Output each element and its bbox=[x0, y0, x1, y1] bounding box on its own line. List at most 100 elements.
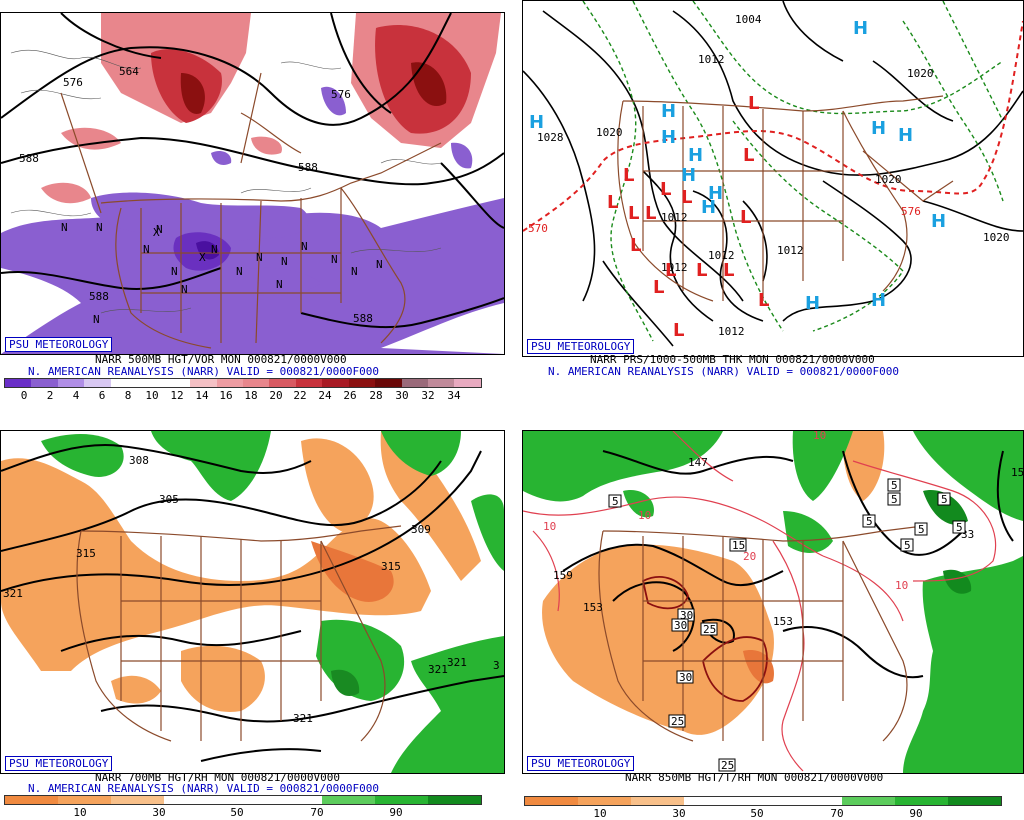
svg-text:5: 5 bbox=[956, 521, 963, 534]
map-pressure-thickness: 1004 1012 1020 1028 1020 1012 1012 1012 … bbox=[522, 0, 1024, 357]
isobar-label: 1012 bbox=[661, 261, 688, 274]
temperature-boxes: 5 5 5 5 5 5 5 15 30 30 25 30 25 25 5 bbox=[608, 478, 966, 772]
temp-box: 5 bbox=[887, 478, 901, 492]
svg-text:5: 5 bbox=[891, 479, 898, 492]
center-mark: N bbox=[96, 221, 103, 234]
panel-pressure-thickness: 1004 1012 1020 1028 1020 1012 1012 1012 … bbox=[520, 0, 1024, 405]
psu-meteorology-badge: PSU METEOROLOGY bbox=[5, 756, 113, 771]
svg-text:5: 5 bbox=[891, 493, 898, 506]
contour-label: 15 bbox=[1011, 466, 1023, 479]
map-caption-product: NARR 500MB HGT/VOR MON 000821/0000V000 bbox=[95, 353, 347, 366]
center-mark: N bbox=[156, 223, 163, 236]
low-pressure-center: L bbox=[696, 260, 707, 281]
svg-text:30: 30 bbox=[679, 671, 692, 684]
thickness-red-contours bbox=[523, 20, 1023, 232]
low-pressure-centers: L L L L L L L L L L L L L L L L bbox=[607, 93, 769, 341]
svg-text:5: 5 bbox=[941, 493, 948, 506]
contour-label: 588 bbox=[353, 312, 373, 325]
low-pressure-center: L bbox=[665, 260, 676, 281]
rh-moist-fills bbox=[41, 431, 504, 773]
contour-label: 588 bbox=[19, 152, 39, 165]
temperature-dark-contours bbox=[641, 576, 768, 702]
vorticity-colorbar-ticks: 0 2 4 6 8 10 12 14 16 18 20 22 24 26 28 … bbox=[4, 390, 482, 402]
contour-label: 305 bbox=[159, 493, 179, 506]
map-caption-valid: N. AMERICAN REANALYSIS (NARR) VALID = 00… bbox=[548, 365, 899, 378]
low-pressure-center: L bbox=[743, 145, 754, 166]
contour-label: 10 bbox=[638, 509, 651, 522]
vorticity-colorbar bbox=[4, 378, 482, 388]
temp-box: 25 bbox=[668, 714, 686, 728]
center-mark: X bbox=[153, 226, 160, 239]
center-mark: N bbox=[331, 253, 338, 266]
colorbar-tick: 32 bbox=[421, 389, 435, 402]
high-pressure-center: H bbox=[529, 112, 544, 133]
colorbar-tick: 50 bbox=[750, 807, 764, 820]
contour-label: 20 bbox=[743, 550, 756, 563]
thickness-label: 570 bbox=[528, 222, 548, 235]
psu-meteorology-badge: PSU METEOROLOGY bbox=[527, 339, 635, 354]
center-mark: N bbox=[211, 243, 218, 256]
temperature-pink-contours bbox=[523, 431, 997, 772]
center-mark: X bbox=[199, 251, 206, 264]
high-pressure-center: H bbox=[661, 101, 676, 122]
colorbar-tick: 90 bbox=[389, 806, 403, 819]
center-mark: N bbox=[276, 278, 283, 291]
contour-label: 315 bbox=[381, 560, 401, 573]
contour-label: 588 bbox=[89, 290, 109, 303]
political-boundaries bbox=[598, 525, 924, 742]
colorbar-tick: 70 bbox=[830, 807, 844, 820]
colorbar-tick: 12 bbox=[170, 389, 184, 402]
center-mark: N bbox=[181, 283, 188, 296]
isobar-label: 1020 bbox=[983, 231, 1010, 244]
vorticity-map-svg: 576 564 588 576 588 588 588 N N N N N N … bbox=[1, 13, 504, 354]
contour-label: 10 bbox=[895, 579, 908, 592]
psu-meteorology-badge: PSU METEOROLOGY bbox=[527, 756, 635, 771]
temp-box: 30 bbox=[671, 618, 689, 632]
temp-box: 5 bbox=[952, 520, 966, 534]
colorbar-tick: 34 bbox=[447, 389, 461, 402]
rh-colorbar bbox=[524, 796, 1002, 806]
colorbar-tick: 30 bbox=[152, 806, 166, 819]
high-pressure-center: H bbox=[805, 293, 820, 314]
temp-box: 5 bbox=[900, 538, 914, 552]
colorbar-tick: 50 bbox=[230, 806, 244, 819]
contour-label: 321 bbox=[428, 663, 448, 676]
isobar-label: 1012 bbox=[698, 53, 725, 66]
rh-dry-fills bbox=[1, 431, 481, 712]
isobar-label: 1020 bbox=[907, 67, 934, 80]
low-pressure-center: L bbox=[630, 235, 641, 256]
isobar-label: 1028 bbox=[537, 131, 564, 144]
low-pressure-center: L bbox=[607, 192, 618, 213]
temp-box: 25 bbox=[718, 758, 736, 772]
colorbar-tick: 24 bbox=[318, 389, 332, 402]
contour-label: 588 bbox=[298, 161, 318, 174]
center-mark: N bbox=[143, 243, 150, 256]
temp-box: 5 bbox=[862, 514, 876, 528]
height-contours bbox=[1, 444, 504, 762]
isobar-label: 1012 bbox=[661, 211, 688, 224]
map-500mb: 576 564 588 576 588 588 588 N N N N N N … bbox=[0, 12, 505, 355]
high-pressure-center: H bbox=[853, 18, 868, 39]
svg-text:25: 25 bbox=[671, 715, 684, 728]
isobar-label: 1012 bbox=[777, 244, 804, 257]
thickness-label: 576 bbox=[901, 205, 921, 218]
colorbar-tick: 4 bbox=[72, 389, 80, 402]
political-boundaries bbox=[76, 525, 402, 742]
colorbar-tick: 2 bbox=[46, 389, 54, 402]
contour-label: 564 bbox=[119, 65, 139, 78]
thickness-green-contours bbox=[582, 1, 1004, 342]
center-mark: N bbox=[171, 265, 178, 278]
height-contours bbox=[1, 13, 504, 329]
rh-colorbar-ticks: 10 30 50 70 90 bbox=[4, 807, 482, 819]
isobar-label: 1020 bbox=[875, 173, 902, 186]
low-pressure-center: L bbox=[645, 203, 656, 224]
low-pressure-center: L bbox=[628, 203, 639, 224]
center-mark: N bbox=[281, 255, 288, 268]
colorbar-tick: 30 bbox=[395, 389, 409, 402]
colorbar-tick: 10 bbox=[73, 806, 87, 819]
political-boundaries bbox=[617, 95, 954, 302]
high-pressure-center: H bbox=[701, 197, 716, 218]
center-mark: N bbox=[256, 251, 263, 264]
contour-label: 3 bbox=[493, 659, 500, 672]
positive-vorticity-fills bbox=[41, 13, 501, 204]
